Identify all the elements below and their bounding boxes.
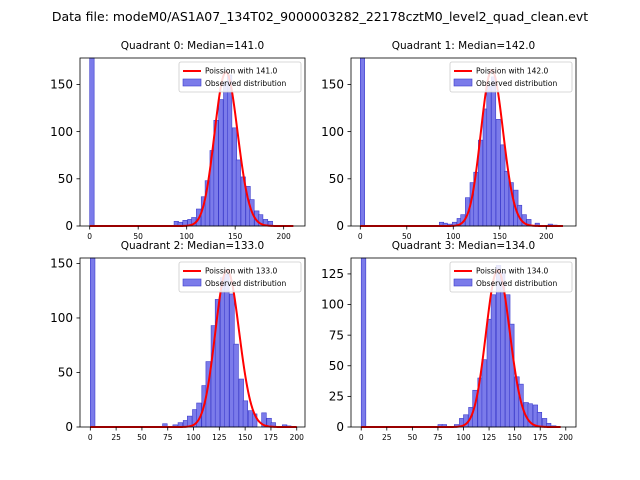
axes-frame <box>350 57 577 227</box>
y-tick-label: 50 <box>58 172 73 186</box>
x-tick-label: 50 <box>402 232 412 241</box>
legend: Poission with 134.0 Observed distribution <box>449 261 573 293</box>
histogram-bar <box>360 257 367 428</box>
x-tick-label: 200 <box>290 433 305 442</box>
legend-poisson-label: Poission with 142.0 <box>476 67 549 76</box>
histogram-bar <box>359 57 365 227</box>
legend-box <box>449 261 573 293</box>
legend-bar-swatch <box>182 78 202 87</box>
histogram-bar <box>89 57 95 227</box>
x-tick-label: 175 <box>533 433 548 442</box>
x-tick-label: 150 <box>228 232 243 241</box>
x-tick-label: 150 <box>493 232 508 241</box>
x-tick-label: 0 <box>87 232 92 241</box>
y-tick-label: 150 <box>321 78 344 92</box>
y-tick-label: 150 <box>50 78 73 92</box>
legend-box <box>178 61 302 93</box>
poisson-curve <box>90 268 297 428</box>
histogram-bar <box>90 257 96 428</box>
y-tick-label: 50 <box>329 359 344 373</box>
x-tick-label: 100 <box>456 433 471 442</box>
axes-frame <box>79 257 306 428</box>
x-tick-label: 150 <box>238 433 253 442</box>
chart-panel-3: Quadrant 3: Median=134.0 0 25 50 75 100 125 150… <box>321 240 577 442</box>
chart-title: Quadrant 1: Median=142.0 <box>392 40 535 52</box>
legend-poisson-label: Poission with 133.0 <box>205 267 278 276</box>
legend-observed-label: Observed distribution <box>205 279 286 288</box>
x-tick-label: 75 <box>163 433 173 442</box>
chart-panel-0: Quadrant 0: Median=141.0 0 50 100 150 200 0 50 1… <box>50 40 306 241</box>
histogram-bar <box>490 294 497 428</box>
histogram-bar <box>481 359 487 428</box>
x-tick-label: 125 <box>482 433 497 442</box>
legend-observed-label: Observed distribution <box>205 79 286 88</box>
poisson-curve <box>89 71 294 227</box>
legend-bar-swatch <box>453 78 473 87</box>
legend-bar-swatch <box>453 278 473 287</box>
x-tick-label: 100 <box>180 232 195 241</box>
chart-panel-1: Quadrant 1: Median=142.0 0 50 100 150 200 0 50 1… <box>321 40 577 241</box>
histogram-bar <box>235 159 241 227</box>
y-tick-label: 0 <box>65 219 73 233</box>
legend: Poission with 142.0 Observed distribution <box>449 61 573 93</box>
x-tick-label: 100 <box>446 232 461 241</box>
histogram-bar <box>495 119 501 227</box>
x-tick-label: 50 <box>137 433 147 442</box>
x-tick-label: 25 <box>382 433 392 442</box>
poisson-curve <box>360 69 563 227</box>
histogram-bar <box>224 274 230 428</box>
legend: Poission with 133.0 Observed distribution <box>178 261 302 293</box>
histogram-bar <box>504 170 510 227</box>
x-tick-label: 125 <box>212 433 227 442</box>
x-tick-label: 0 <box>359 433 364 442</box>
y-tick-label: 0 <box>65 420 73 434</box>
x-tick-label: 75 <box>433 433 443 442</box>
histogram-bar <box>242 400 249 428</box>
y-tick-label: 0 <box>336 219 344 233</box>
figure-suptitle: Data file: modeM0/AS1A07_134T02_90000032… <box>52 9 588 24</box>
chart-panel-2: Quadrant 2: Median=133.0 0 25 50 75 100 125 150… <box>50 240 306 442</box>
legend-box <box>449 61 573 93</box>
legend-bar-swatch <box>182 278 202 287</box>
y-tick-label: 75 <box>329 328 344 342</box>
y-tick-label: 100 <box>321 125 344 139</box>
x-tick-label: 200 <box>539 232 554 241</box>
histogram-bar <box>218 99 224 227</box>
legend: Poission with 141.0 Observed distribution <box>178 61 302 93</box>
histogram-bar <box>227 74 233 227</box>
y-tick-label: 25 <box>329 390 344 404</box>
histogram-bar <box>486 86 492 227</box>
histogram-bar <box>491 76 497 227</box>
legend-poisson-label: Poission with 134.0 <box>476 267 549 276</box>
y-tick-label: 125 <box>321 267 344 281</box>
y-tick-label: 50 <box>329 172 344 186</box>
legend-observed-label: Observed distribution <box>476 79 557 88</box>
x-tick-label: 175 <box>264 433 279 442</box>
x-tick-label: 25 <box>111 433 121 442</box>
y-tick-label: 150 <box>50 257 73 271</box>
x-tick-label: 50 <box>408 433 418 442</box>
x-tick-label: 200 <box>559 433 574 442</box>
x-tick-label: 200 <box>276 232 291 241</box>
legend-observed-label: Observed distribution <box>476 279 557 288</box>
y-tick-label: 100 <box>50 311 73 325</box>
y-tick-label: 0 <box>336 420 344 434</box>
axes-frame <box>79 57 306 227</box>
y-tick-label: 100 <box>321 298 344 312</box>
legend-poisson-label: Poission with 141.0 <box>205 67 278 76</box>
histogram-bar <box>536 411 543 428</box>
x-tick-label: 100 <box>186 433 201 442</box>
x-tick-label: 0 <box>358 232 363 241</box>
y-tick-label: 100 <box>50 125 73 139</box>
chart-title: Quadrant 0: Median=141.0 <box>121 40 264 52</box>
x-tick-label: 50 <box>133 232 143 241</box>
x-tick-label: 150 <box>507 433 522 442</box>
y-tick-label: 50 <box>58 366 73 380</box>
x-tick-label: 0 <box>88 433 93 442</box>
chart-title: Quadrant 3: Median=134.0 <box>392 240 535 252</box>
legend-box <box>178 261 302 293</box>
chart-title: Quadrant 2: Median=133.0 <box>121 240 264 252</box>
histogram-bar <box>233 343 239 428</box>
